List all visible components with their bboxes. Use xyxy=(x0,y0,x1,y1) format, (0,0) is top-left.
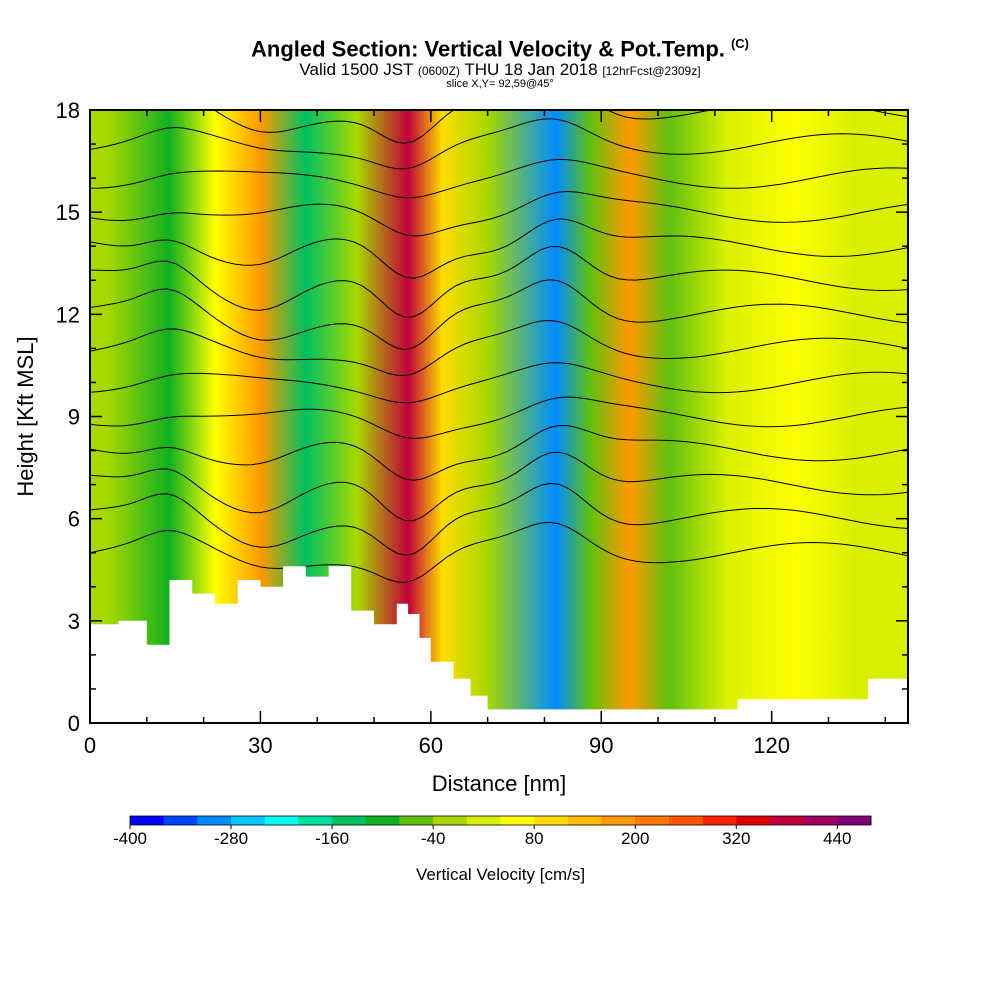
x-axis-title: Distance [nm] xyxy=(432,771,567,796)
x-tick-label: 30 xyxy=(248,733,272,758)
copyright-mark: (C) xyxy=(730,36,749,51)
valid-time: Valid 1500 JST xyxy=(299,60,414,79)
y-tick-label: 18 xyxy=(56,98,80,123)
forecast-info: [12hrFcst@2309z] xyxy=(602,64,701,78)
colorbar-swatch xyxy=(197,816,232,825)
colorbar-tick-label: 440 xyxy=(823,829,851,848)
colorbar-swatch xyxy=(769,816,805,825)
x-tick-label: 120 xyxy=(753,733,790,758)
colorbar-swatch xyxy=(601,816,636,825)
isentrope-line xyxy=(90,158,908,199)
x-tick-label: 0 xyxy=(84,733,96,758)
colorbar-tick-label: -160 xyxy=(315,829,349,848)
chart-title: Angled Section: Vertical Velocity & Pot.… xyxy=(0,36,1000,62)
colorbar-swatch xyxy=(332,816,367,825)
y-tick-label: 6 xyxy=(68,507,80,532)
isentrope-line xyxy=(90,245,908,318)
chart-title-text: Angled Section: Vertical Velocity & Pot.… xyxy=(251,36,725,62)
isentrope-line xyxy=(213,110,908,144)
isentrope-line xyxy=(90,218,908,279)
colorbar-swatch xyxy=(365,816,400,825)
colorbar-tick-label: -400 xyxy=(113,829,147,848)
colorbar-swatch xyxy=(635,816,670,825)
colorbar-swatch xyxy=(736,816,771,825)
colorbar-swatch xyxy=(466,816,501,825)
isentropes xyxy=(90,110,908,583)
colorbar-swatch xyxy=(500,816,535,825)
colorbar-swatch xyxy=(534,816,569,825)
colorbar-swatch xyxy=(298,816,333,825)
colorbar-swatch xyxy=(231,816,266,825)
isentrope-line xyxy=(90,118,908,170)
y-tick-label: 9 xyxy=(68,405,80,430)
colorbar: -400 -280 -160 -40 80 200 320 440 Vertical Veloc… xyxy=(113,815,872,884)
isentrope-line xyxy=(90,190,908,237)
isentrope-line xyxy=(90,319,908,377)
isentrope-line xyxy=(90,396,908,439)
colorbar-tick-label: 320 xyxy=(722,829,750,848)
isentrope-line xyxy=(90,425,908,481)
colorbar-frame xyxy=(129,815,872,826)
isentrope-line xyxy=(90,279,908,351)
y-tick-label: 15 xyxy=(56,200,80,225)
colorbar-swatch xyxy=(837,816,872,825)
y-tick-label: 12 xyxy=(56,302,80,327)
colorbar-swatch xyxy=(668,816,704,825)
colorbar-swatch xyxy=(163,816,198,825)
colorbar-swatch xyxy=(702,816,737,825)
slice-info: slice X,Y= 92,59@45° xyxy=(446,78,554,90)
isentrope-line xyxy=(90,451,908,522)
x-tick-label: 60 xyxy=(419,733,443,758)
y-axis-title: Height [Kft MSL] xyxy=(13,336,38,496)
colorbar-swatch xyxy=(399,816,434,825)
terrain-mask xyxy=(90,566,908,723)
valid-time-line: Valid 1500 JST (0600Z) THU 18 Jan 2018 [… xyxy=(0,60,1000,80)
x-tick-label: 90 xyxy=(589,733,613,758)
isentrope-line xyxy=(90,362,908,404)
colorbar-swatch xyxy=(433,816,468,825)
colorbar-tick-label: 200 xyxy=(621,829,649,848)
colorbar-tick-label: -280 xyxy=(214,829,248,848)
y-tick-label: 3 xyxy=(68,609,80,634)
colorbar-title: Vertical Velocity [cm/s] xyxy=(416,865,585,884)
valid-zulu: (0600Z) xyxy=(417,64,460,78)
valid-date: THU 18 Jan 2018 xyxy=(464,60,598,79)
isentrope-line xyxy=(90,521,908,583)
colorbar-tick-label: 80 xyxy=(525,829,544,848)
colorbar-swatch xyxy=(130,816,165,825)
y-tick-label: 0 xyxy=(68,711,80,736)
colorbar-swatch xyxy=(264,816,299,825)
isentrope-line xyxy=(90,482,908,556)
colorbar-tick-label: -40 xyxy=(421,829,446,848)
colorbar-swatch xyxy=(567,816,603,825)
colorbar-swatch xyxy=(803,816,838,825)
